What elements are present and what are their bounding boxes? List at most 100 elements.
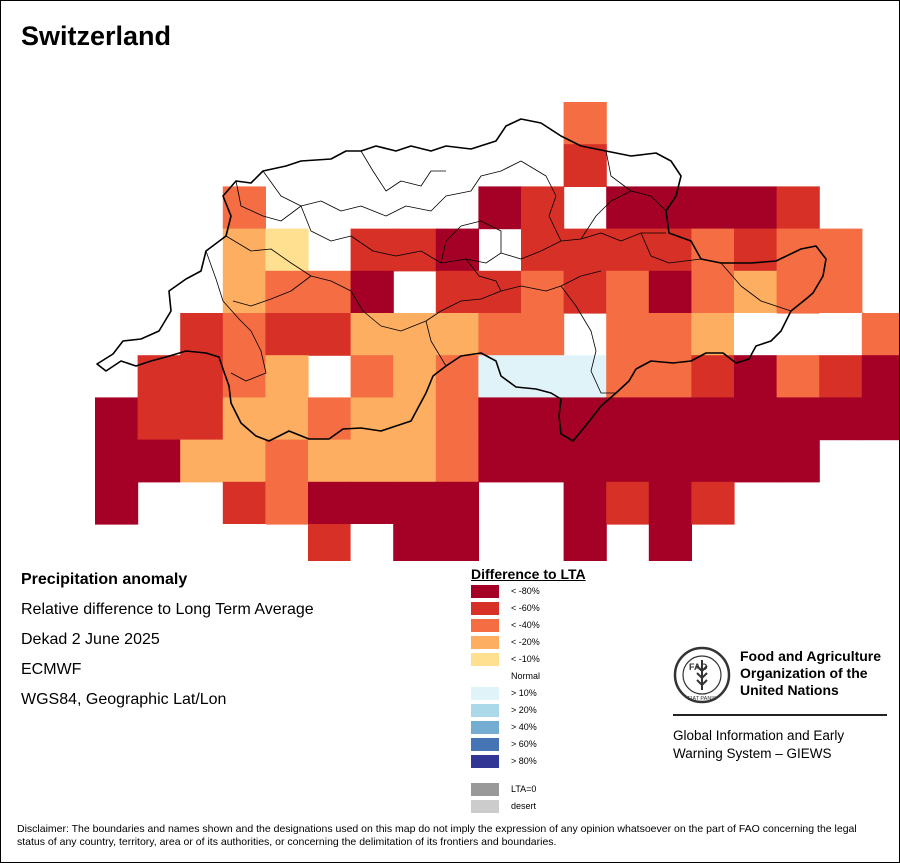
grid-cell-lt60 <box>180 355 224 398</box>
grid-cell-lt40 <box>691 228 735 272</box>
legend-swatch <box>471 653 499 666</box>
grid-cell-lt80 <box>478 397 522 441</box>
grid-cell-lt80 <box>648 186 692 230</box>
grid-cell-lt80 <box>563 397 607 441</box>
map-title: Switzerland <box>21 21 172 51</box>
fao-name: Food and Agriculture Organization of the… <box>740 648 882 698</box>
grid-cell-lt80 <box>95 481 139 525</box>
grid-cell-lt40 <box>521 313 565 356</box>
legend-swatch <box>471 800 499 813</box>
canton-border <box>232 275 312 307</box>
grid-cell-lt80 <box>648 439 692 483</box>
legend-label: < -80% <box>511 586 540 596</box>
canton-border <box>580 190 667 240</box>
grid-cell-lt40 <box>819 270 863 314</box>
grid-cell-lt40 <box>435 355 479 398</box>
fao-logo: FAO FIAT PANIS <box>673 646 731 704</box>
canton-border <box>235 180 302 222</box>
legend-swatch <box>471 721 499 734</box>
logo-divider <box>673 714 887 716</box>
grid-cell-lt60 <box>819 355 863 398</box>
grid-cell-lt20 <box>350 313 394 356</box>
grid-cell-lt80 <box>819 397 863 441</box>
country-borders <box>96 118 827 442</box>
grid-cell-lt80 <box>95 397 139 441</box>
grid-cell-lt40 <box>521 270 565 314</box>
grid-cell-lt20 <box>734 270 778 314</box>
legend-label: > 20% <box>511 705 537 715</box>
grid-cell-lt60 <box>521 186 565 230</box>
grid-cell-lt60 <box>648 228 692 272</box>
grid-cell-lt40 <box>648 313 692 356</box>
grid-cell-lt40 <box>350 355 394 398</box>
grid-cell-lt20 <box>691 313 735 356</box>
legend-label: > 40% <box>511 722 537 732</box>
grid-cell-lt20 <box>393 313 437 356</box>
grid-cell-lt20 <box>393 355 437 398</box>
grid-cell-lt20 <box>308 439 352 483</box>
legend-label: > 10% <box>511 688 537 698</box>
grid-cell-lt80 <box>478 186 522 230</box>
canton-border <box>520 160 562 242</box>
grid-cell-lt40 <box>265 439 309 483</box>
grid-cell-lt60 <box>606 481 650 525</box>
grid-cell-lt20 <box>393 439 437 483</box>
anomaly-map <box>95 102 899 561</box>
legend-label: < -20% <box>511 637 540 647</box>
grid-cell-lt60 <box>691 481 735 525</box>
grid-cell-lt80 <box>861 355 899 398</box>
grid-cell-lt80 <box>691 186 735 230</box>
grid-cell-lt80 <box>734 439 778 483</box>
grid-cell-lt80 <box>393 481 437 525</box>
grid-cell-lt80 <box>95 439 139 483</box>
grid-cell-lt80 <box>648 524 692 561</box>
grid-cell-lt80 <box>648 397 692 441</box>
grid-cell-normal <box>819 313 863 356</box>
grid-cell-lt40 <box>819 228 863 272</box>
canton-border <box>440 220 502 264</box>
grid-cell-lt80 <box>521 397 565 441</box>
grid-cell-lt60 <box>180 313 224 356</box>
grid-cell-lt60 <box>137 355 181 398</box>
grid-cell-lt20 <box>265 355 309 398</box>
grid-cell-lt60 <box>734 228 778 272</box>
grid-cell-lt20 <box>180 439 224 483</box>
grid-cell-lt60 <box>478 270 522 314</box>
legend-swatch <box>471 619 499 632</box>
canton-border <box>360 150 446 192</box>
grid-cell-lt20 <box>350 439 394 483</box>
grid-cell-lt60 <box>222 481 266 525</box>
info-line-product: Relative difference to Long Term Average <box>21 601 314 618</box>
grid-cell-lt80 <box>435 481 479 525</box>
grid-cell-lt20 <box>222 270 266 314</box>
grid-cell-lt80 <box>691 397 735 441</box>
legend-swatch <box>471 602 499 615</box>
legend-swatch <box>471 585 499 598</box>
grid-cell-lt60 <box>563 144 607 187</box>
grid-cell-lt60 <box>180 397 224 441</box>
grid-cell-lt60 <box>265 313 309 356</box>
grid-cell-lt80 <box>521 439 565 483</box>
grid-cell-lt60 <box>393 228 437 272</box>
grid-cell-lt80 <box>350 270 394 314</box>
grid-cell-lt60 <box>563 270 607 314</box>
legend-label: < -40% <box>511 620 540 630</box>
grid-cell-lt80 <box>137 439 181 483</box>
grid-cell-lt40 <box>861 313 899 356</box>
legend-label: < -60% <box>511 603 540 613</box>
legend-swatch <box>471 687 499 700</box>
grid-cell-lt60 <box>308 313 352 356</box>
grid-cell-lt80 <box>776 397 820 441</box>
info-title: Precipitation anomaly <box>21 571 188 588</box>
grid-cell-lt80 <box>563 439 607 483</box>
canton-border <box>560 285 616 394</box>
grid-cell-lt40 <box>435 397 479 441</box>
fao-logo-motto: FIAT PANIS <box>687 696 716 702</box>
grid-cell-normal <box>222 524 266 561</box>
legend-label: Normal <box>511 671 541 681</box>
grid-cell-lt80 <box>308 481 352 525</box>
canton-border <box>262 160 522 217</box>
grid-cell-lt80 <box>648 481 692 525</box>
grid-cell-lt60 <box>691 355 735 398</box>
